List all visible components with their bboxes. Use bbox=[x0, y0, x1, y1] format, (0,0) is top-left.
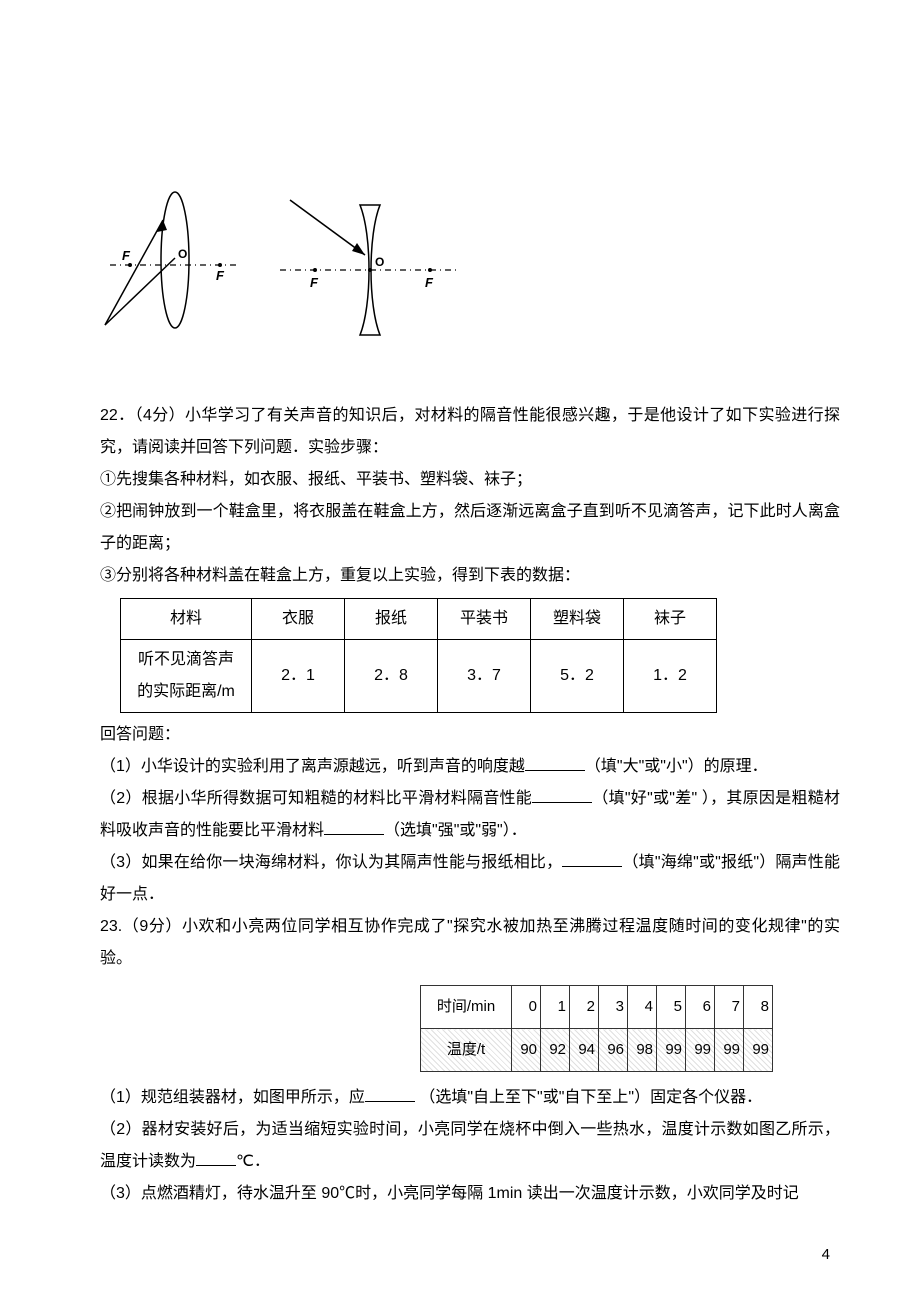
q22-a3a: （3）如果在给你一块海绵材料，你认为其隔声性能与报纸相比， bbox=[100, 854, 562, 871]
q23-header: 23.（9分）小欢和小亮两位同学相互协作完成了"探究水被加热至沸腾过程温度随时间… bbox=[100, 911, 840, 975]
q23-T-0: 90 bbox=[512, 1029, 541, 1072]
q23-t-7: 7 bbox=[715, 986, 744, 1029]
q23-t-8: 8 bbox=[744, 986, 773, 1029]
blank bbox=[324, 818, 384, 835]
q23-T-1: 92 bbox=[541, 1029, 570, 1072]
svg-text:O: O bbox=[178, 247, 187, 261]
q22-step3: ③分别将各种材料盖在鞋盒上方，重复以上实验，得到下表的数据： bbox=[100, 560, 840, 592]
q22-th-3: 平装书 bbox=[438, 599, 531, 640]
q23-T-4: 98 bbox=[628, 1029, 657, 1072]
table-row: 温度/t 90 92 94 96 98 99 99 99 99 bbox=[421, 1029, 773, 1072]
q23-T-6: 99 bbox=[686, 1029, 715, 1072]
table-row: 时间/min 0 1 2 3 4 5 6 7 8 bbox=[421, 986, 773, 1029]
q22-val-4: 1．2 bbox=[624, 640, 717, 713]
q22-header: 22．（4分）小华学习了有关声音的知识后，对材料的隔音性能很感兴趣，于是他设计了… bbox=[100, 400, 840, 464]
svg-text:O: O bbox=[375, 255, 384, 269]
table-row: 材料 衣服 报纸 平装书 塑料袋 袜子 bbox=[121, 599, 717, 640]
q23-a1a: （1）规范组装器材，如图甲所示，应 bbox=[100, 1089, 365, 1106]
svg-text:F: F bbox=[310, 275, 319, 290]
q23-a2: （2）器材安装好后，为适当缩短实验时间，小亮同学在烧杯中倒入一些热水，温度计示数… bbox=[100, 1114, 840, 1178]
svg-text:F: F bbox=[425, 275, 434, 290]
q22-th-4: 塑料袋 bbox=[531, 599, 624, 640]
q23-T-2: 94 bbox=[570, 1029, 599, 1072]
blank bbox=[365, 1085, 415, 1102]
q22-step1: ①先搜集各种材料，如衣服、报纸、平装书、塑料袋、袜子； bbox=[100, 464, 840, 496]
page-number: 4 bbox=[100, 1240, 840, 1270]
q23-a2b: ℃． bbox=[236, 1153, 270, 1170]
q23-t-0: 0 bbox=[512, 986, 541, 1029]
q23-t-2: 2 bbox=[570, 986, 599, 1029]
q22-a2a: （2）根据小华所得数据可知粗糙的材料比平滑材料隔音性能 bbox=[100, 790, 532, 807]
q22-val-0: 2．1 bbox=[252, 640, 345, 713]
q22-val-2: 3．7 bbox=[438, 640, 531, 713]
blank bbox=[196, 1149, 236, 1166]
q22-th-0: 材料 bbox=[121, 599, 252, 640]
q22-step2: ②把闹钟放到一个鞋盒里，将衣服盖在鞋盒上方，然后逐渐远离盒子直到听不见滴答声，记… bbox=[100, 496, 840, 560]
q23-a1b: （选填"自上至下"或"自下至上"）固定各个仪器． bbox=[419, 1089, 762, 1106]
q23-t-5: 5 bbox=[657, 986, 686, 1029]
q23-T-3: 96 bbox=[599, 1029, 628, 1072]
q22-th-2: 报纸 bbox=[345, 599, 438, 640]
svg-text:F: F bbox=[122, 248, 131, 263]
q22-rowlabel-line1: 听不见滴答声 bbox=[138, 651, 234, 668]
blank bbox=[532, 786, 592, 803]
q23-table: 时间/min 0 1 2 3 4 5 6 7 8 温度/t 90 92 94 9… bbox=[420, 985, 773, 1072]
blank bbox=[562, 850, 622, 867]
q22-th-5: 袜子 bbox=[624, 599, 717, 640]
q23-T-7: 99 bbox=[715, 1029, 744, 1072]
lens-diagrams-svg: F F O O F F bbox=[100, 180, 470, 340]
q22-val-1: 2．8 bbox=[345, 640, 438, 713]
q23-T-8: 99 bbox=[744, 1029, 773, 1072]
q22-a1: （1）小华设计的实验利用了离声源越远，听到声音的响度越 （填"大"或"小"）的原理… bbox=[100, 751, 840, 783]
q22-a1a: （1）小华设计的实验利用了离声源越远，听到声音的响度越 bbox=[100, 758, 525, 775]
q22-answer-prompt: 回答问题： bbox=[100, 719, 840, 751]
q23-a3: （3）点燃酒精灯，待水温升至 90℃时，小亮同学每隔 1min 读出一次温度计示… bbox=[100, 1178, 840, 1210]
q23-t-4: 4 bbox=[628, 986, 657, 1029]
q22-a1b: （填"大"或"小"）的原理． bbox=[585, 758, 768, 775]
q22-a2c: （选填"强"或"弱"）． bbox=[384, 822, 527, 839]
q22-th-1: 衣服 bbox=[252, 599, 345, 640]
q22-a2: （2）根据小华所得数据可知粗糙的材料比平滑材料隔音性能（填"好"或"差" ），其… bbox=[100, 783, 840, 847]
q22-table: 材料 衣服 报纸 平装书 塑料袋 袜子 听不见滴答声 的实际距离/m 2．1 2… bbox=[120, 598, 717, 713]
q23-row1-label: 时间/min bbox=[421, 986, 512, 1029]
q22-rowlabel-line2: 的实际距离/m bbox=[137, 683, 235, 700]
q23-t-3: 3 bbox=[599, 986, 628, 1029]
q23-T-5: 99 bbox=[657, 1029, 686, 1072]
q23-t-1: 1 bbox=[541, 986, 570, 1029]
q23-a1: （1）规范组装器材，如图甲所示，应 （选填"自上至下"或"自下至上"）固定各个仪… bbox=[100, 1082, 840, 1114]
blank bbox=[525, 754, 585, 771]
q23-t-6: 6 bbox=[686, 986, 715, 1029]
q22-val-3: 5．2 bbox=[531, 640, 624, 713]
table-row: 听不见滴答声 的实际距离/m 2．1 2．8 3．7 5．2 1．2 bbox=[121, 640, 717, 713]
q22-a3: （3）如果在给你一块海绵材料，你认为其隔声性能与报纸相比，（填"海绵"或"报纸"… bbox=[100, 847, 840, 911]
optics-figure: F F O O F F bbox=[100, 180, 840, 340]
q22-rowlabel: 听不见滴答声 的实际距离/m bbox=[121, 640, 252, 713]
q23-row2-label: 温度/t bbox=[421, 1029, 512, 1072]
svg-text:F: F bbox=[216, 268, 225, 283]
